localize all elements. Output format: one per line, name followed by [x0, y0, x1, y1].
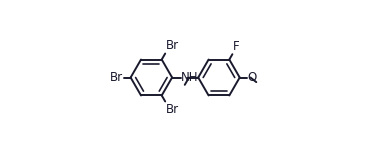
Text: Br: Br: [110, 71, 123, 84]
Text: Br: Br: [166, 103, 179, 116]
Text: Br: Br: [166, 39, 179, 52]
Text: F: F: [233, 40, 240, 53]
Text: NH: NH: [181, 71, 199, 84]
Text: O: O: [248, 71, 257, 84]
